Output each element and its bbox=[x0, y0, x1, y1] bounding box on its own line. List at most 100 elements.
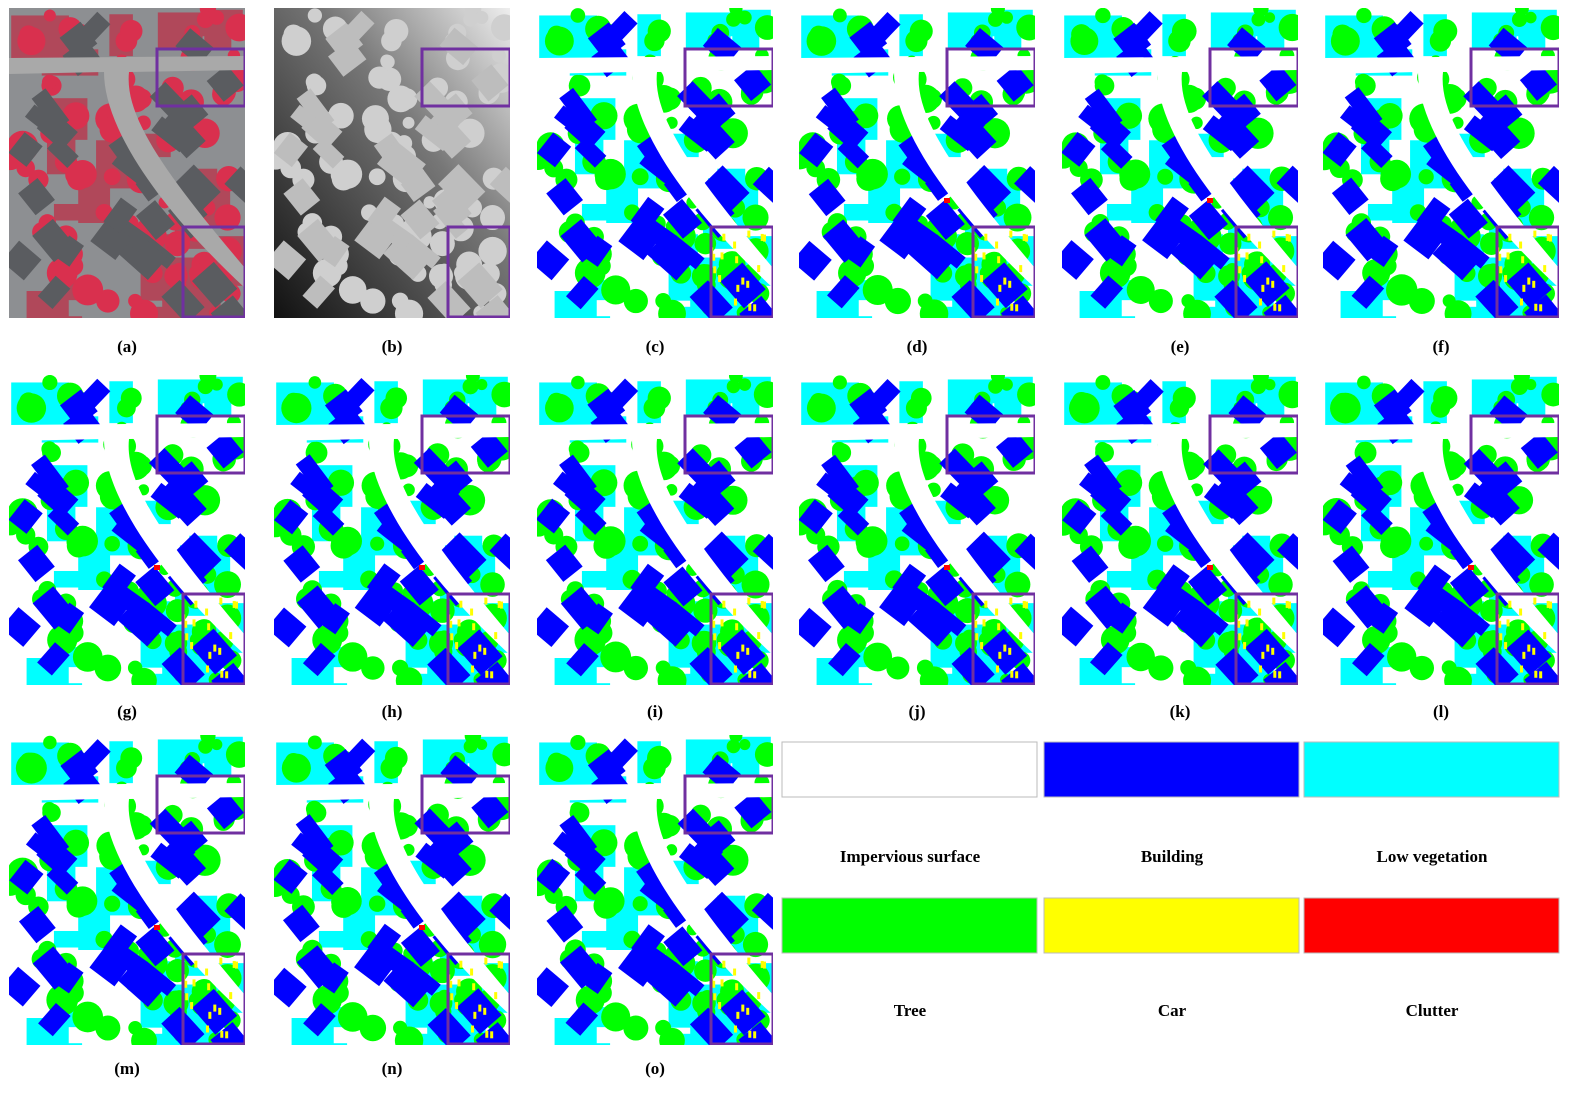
tree bbox=[331, 167, 356, 191]
building bbox=[1373, 389, 1412, 428]
car bbox=[733, 298, 737, 306]
building bbox=[191, 988, 238, 1035]
tree bbox=[384, 18, 409, 44]
highlight-box bbox=[1495, 225, 1559, 318]
tree bbox=[359, 1014, 387, 1042]
tree bbox=[737, 10, 752, 25]
tree bbox=[632, 896, 648, 912]
building bbox=[566, 643, 599, 677]
tree bbox=[571, 375, 585, 390]
car bbox=[753, 304, 757, 312]
tree bbox=[211, 738, 223, 751]
highlight-box bbox=[1234, 225, 1298, 318]
car bbox=[735, 623, 739, 631]
tree bbox=[41, 441, 58, 457]
tree bbox=[1181, 294, 1195, 308]
building bbox=[618, 219, 660, 261]
tree bbox=[94, 654, 122, 682]
car bbox=[1009, 230, 1013, 238]
building bbox=[320, 235, 350, 268]
building bbox=[415, 483, 455, 519]
legend-swatch bbox=[1043, 897, 1300, 954]
low-vegetation bbox=[1231, 316, 1263, 318]
building bbox=[24, 104, 65, 141]
car bbox=[1237, 253, 1241, 261]
building bbox=[59, 389, 98, 428]
car bbox=[975, 633, 979, 641]
tree bbox=[1433, 385, 1458, 411]
building bbox=[9, 966, 41, 1007]
road bbox=[1323, 56, 1559, 288]
car bbox=[207, 623, 211, 631]
car bbox=[484, 957, 488, 965]
car bbox=[1532, 647, 1536, 655]
building bbox=[296, 585, 340, 629]
tree bbox=[1003, 203, 1032, 232]
tree bbox=[42, 802, 57, 817]
car bbox=[1504, 642, 1508, 650]
car bbox=[1506, 252, 1510, 260]
car bbox=[1282, 632, 1286, 640]
tree bbox=[480, 205, 506, 231]
building bbox=[1014, 166, 1035, 211]
low-vegetation bbox=[1367, 203, 1402, 221]
building bbox=[1537, 532, 1559, 577]
car bbox=[1243, 642, 1247, 650]
building bbox=[925, 566, 965, 607]
tree bbox=[1354, 73, 1372, 91]
clutter bbox=[1207, 198, 1213, 203]
building bbox=[312, 863, 344, 895]
car bbox=[1499, 266, 1503, 274]
building bbox=[1142, 585, 1185, 627]
building bbox=[663, 566, 703, 607]
car bbox=[225, 1031, 229, 1039]
car bbox=[225, 671, 229, 679]
tree bbox=[368, 66, 391, 89]
building bbox=[1352, 642, 1385, 677]
tree bbox=[16, 525, 36, 545]
building bbox=[224, 533, 245, 578]
car bbox=[735, 983, 739, 991]
building bbox=[297, 218, 340, 263]
panel-caption: (o) bbox=[645, 1059, 665, 1078]
building bbox=[400, 199, 440, 240]
building bbox=[565, 275, 599, 310]
tree bbox=[402, 116, 415, 129]
tree bbox=[225, 741, 245, 768]
building bbox=[89, 945, 131, 987]
building bbox=[135, 926, 175, 967]
car bbox=[219, 597, 223, 605]
building bbox=[1448, 198, 1488, 239]
low-vegetation bbox=[1106, 203, 1141, 221]
car bbox=[1272, 597, 1276, 605]
tree bbox=[601, 1002, 631, 1032]
legend-swatch bbox=[1043, 741, 1300, 798]
legend-label: Low vegetation bbox=[1377, 847, 1489, 866]
tree bbox=[391, 292, 409, 310]
tree bbox=[1156, 535, 1174, 552]
car bbox=[1546, 600, 1550, 608]
highlight-box bbox=[155, 414, 245, 475]
car bbox=[746, 280, 750, 288]
tree bbox=[694, 236, 711, 253]
car bbox=[485, 1030, 489, 1038]
tree bbox=[956, 235, 973, 253]
tree bbox=[41, 74, 57, 90]
low-vegetation bbox=[843, 570, 878, 588]
tree bbox=[196, 10, 215, 28]
car bbox=[733, 968, 737, 976]
tree bbox=[281, 753, 311, 783]
car bbox=[1522, 284, 1526, 292]
building bbox=[18, 905, 56, 944]
car bbox=[1533, 597, 1537, 605]
building bbox=[174, 754, 214, 793]
car bbox=[207, 983, 211, 991]
building bbox=[175, 395, 214, 433]
car bbox=[205, 1025, 209, 1033]
tree bbox=[1172, 386, 1196, 410]
car bbox=[763, 961, 767, 969]
highlight-box bbox=[181, 592, 245, 685]
panel bbox=[1323, 8, 1559, 318]
tree bbox=[545, 393, 574, 423]
building bbox=[32, 586, 76, 630]
